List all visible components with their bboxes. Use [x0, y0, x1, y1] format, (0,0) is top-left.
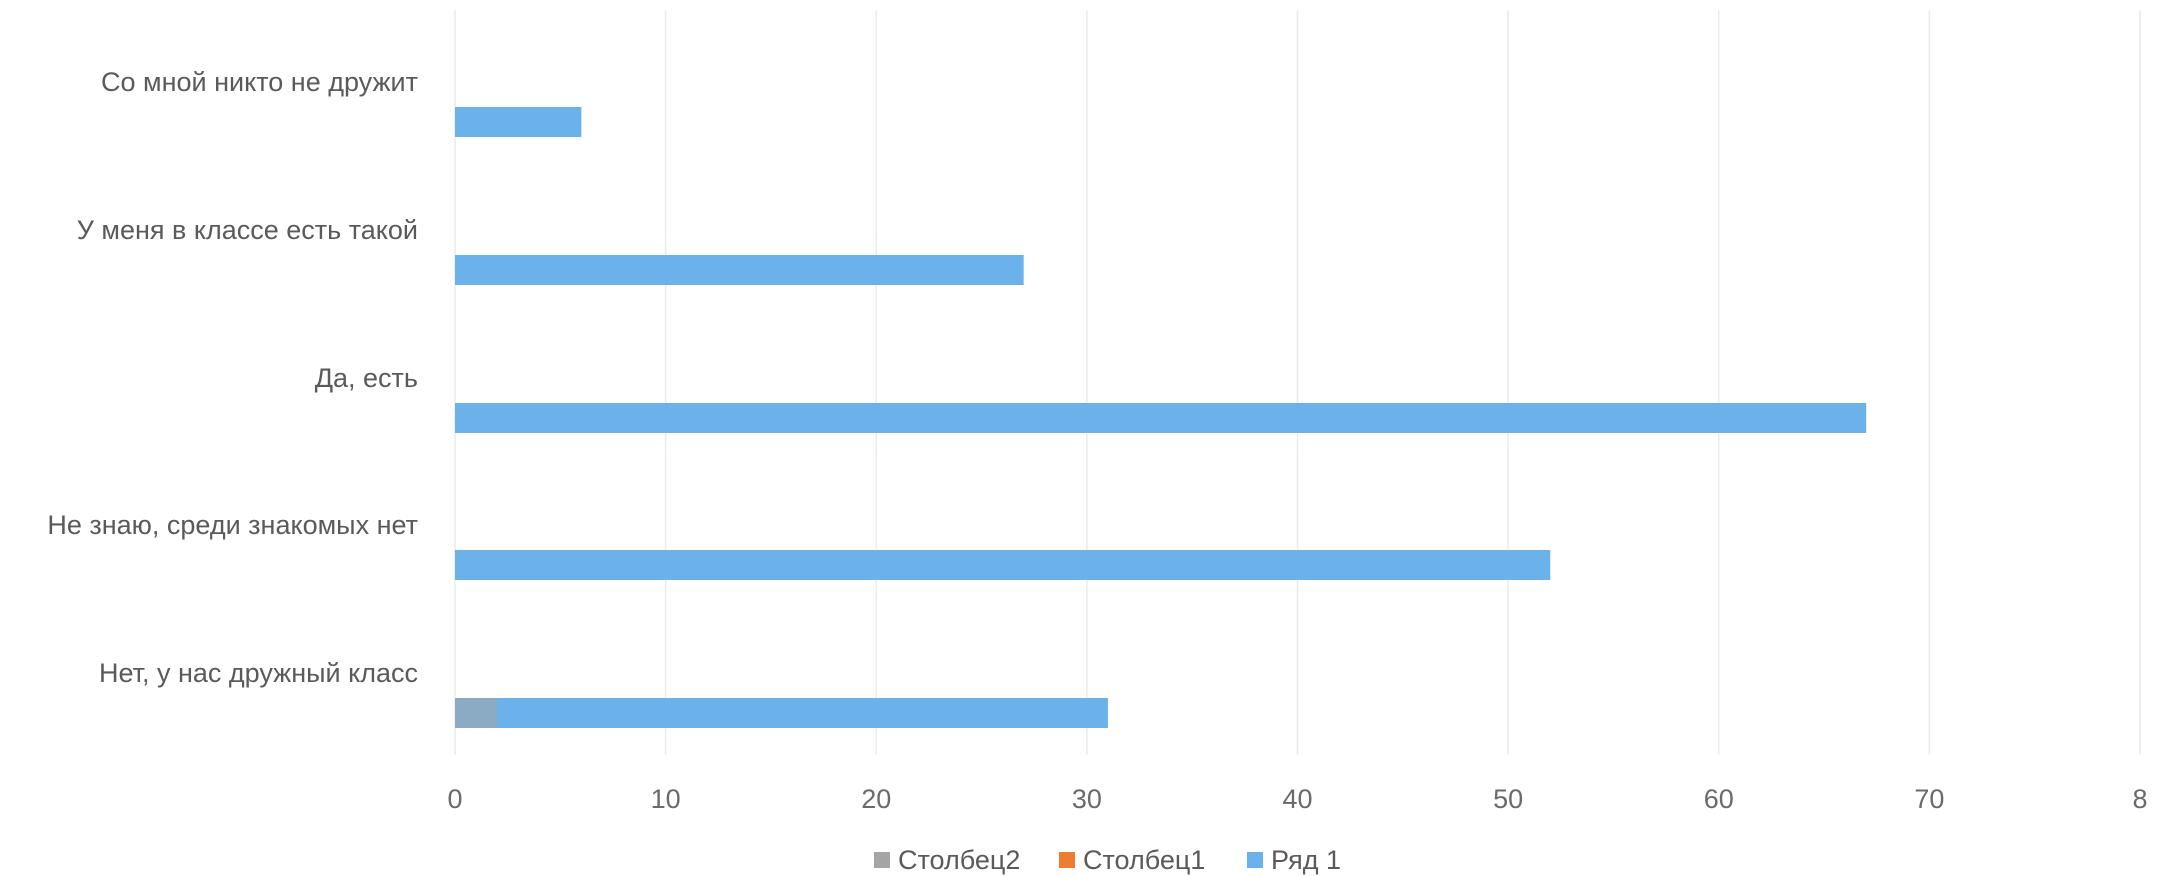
- x-tick-label: 20: [861, 784, 891, 814]
- x-tick-label: 30: [1072, 784, 1102, 814]
- category-label: Да, есть: [315, 363, 418, 393]
- x-tick-label: 0: [447, 784, 462, 814]
- category-label: Со мной никто не дружит: [101, 67, 418, 97]
- x-axis-tick-labels: 0 10 20 30 40 50 60 70 8: [447, 784, 2147, 814]
- bar-series-1: [455, 107, 582, 137]
- x-tick-label: 50: [1493, 784, 1523, 814]
- bar-series-1: [455, 403, 1867, 433]
- gridlines: [454, 10, 2141, 755]
- category-label: Нет, у нас дружный класс: [99, 658, 418, 688]
- category-label: У меня в классе есть такой: [77, 215, 418, 245]
- x-tick-label: 10: [651, 784, 681, 814]
- legend-swatch: [1059, 852, 1075, 868]
- legend-label: Столбец1: [1083, 845, 1205, 875]
- category-label: Не знаю, среди знакомых нет: [47, 510, 418, 540]
- x-tick-label: 8: [2132, 784, 2147, 814]
- bar-series-1: [455, 255, 1024, 285]
- legend-swatch: [1247, 852, 1263, 868]
- x-tick-label: 60: [1704, 784, 1734, 814]
- legend: Столбец2 Столбец1 Ряд 1: [874, 845, 1341, 875]
- bar-series-1: [455, 698, 1108, 728]
- bar-stolbets2: [455, 698, 498, 728]
- bars: [455, 107, 1867, 728]
- bar-series-1: [455, 550, 1551, 580]
- x-tick-label: 40: [1282, 784, 1312, 814]
- legend-label: Ряд 1: [1271, 845, 1341, 875]
- legend-swatch: [874, 852, 890, 868]
- category-labels: Нет, у нас дружный класс Не знаю, среди з…: [47, 67, 418, 688]
- x-tick-label: 70: [1914, 784, 1944, 814]
- legend-label: Столбец2: [898, 845, 1020, 875]
